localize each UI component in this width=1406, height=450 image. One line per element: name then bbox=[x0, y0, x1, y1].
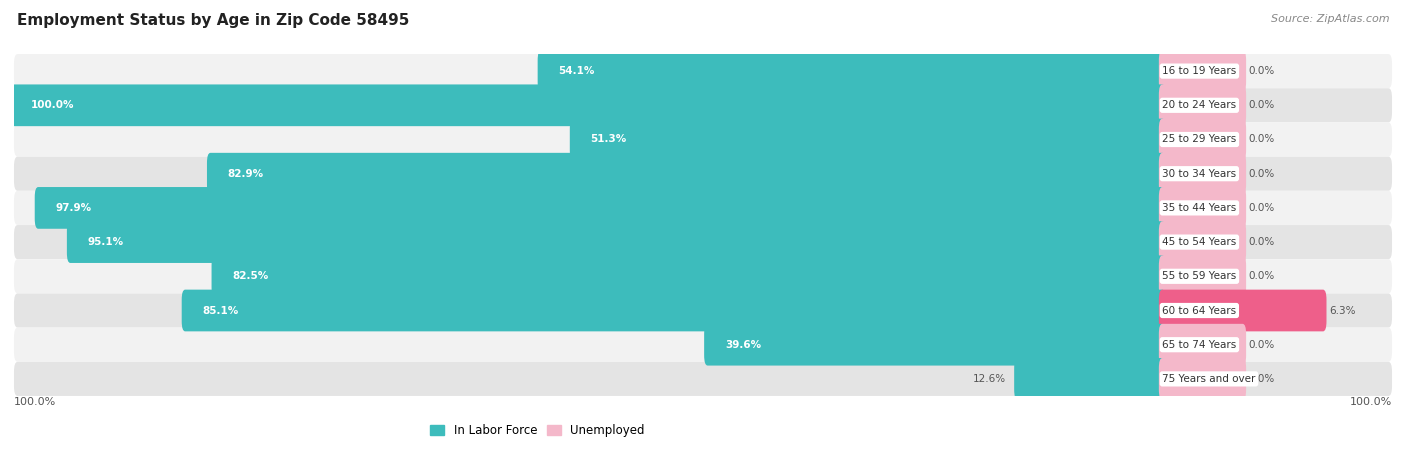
Text: 45 to 54 Years: 45 to 54 Years bbox=[1163, 237, 1236, 247]
Text: 0.0%: 0.0% bbox=[1249, 374, 1275, 384]
Text: 6.3%: 6.3% bbox=[1329, 306, 1355, 315]
FancyBboxPatch shape bbox=[14, 191, 1392, 225]
Text: 100.0%: 100.0% bbox=[14, 397, 56, 407]
FancyBboxPatch shape bbox=[14, 157, 1392, 191]
Text: 60 to 64 Years: 60 to 64 Years bbox=[1163, 306, 1236, 315]
FancyBboxPatch shape bbox=[14, 122, 1392, 157]
FancyBboxPatch shape bbox=[1014, 358, 1166, 400]
FancyBboxPatch shape bbox=[1159, 85, 1246, 126]
Text: 95.1%: 95.1% bbox=[87, 237, 124, 247]
Text: 75 Years and over: 75 Years and over bbox=[1163, 374, 1256, 384]
Text: 82.9%: 82.9% bbox=[228, 169, 264, 179]
FancyBboxPatch shape bbox=[14, 259, 1392, 293]
Text: 65 to 74 Years: 65 to 74 Years bbox=[1163, 340, 1236, 350]
Text: 20 to 24 Years: 20 to 24 Years bbox=[1163, 100, 1236, 110]
Text: Employment Status by Age in Zip Code 58495: Employment Status by Age in Zip Code 584… bbox=[17, 14, 409, 28]
Text: 100.0%: 100.0% bbox=[31, 100, 75, 110]
FancyBboxPatch shape bbox=[14, 225, 1392, 259]
Text: 82.5%: 82.5% bbox=[232, 271, 269, 281]
Text: 85.1%: 85.1% bbox=[202, 306, 239, 315]
FancyBboxPatch shape bbox=[1159, 153, 1246, 194]
Text: 55 to 59 Years: 55 to 59 Years bbox=[1163, 271, 1236, 281]
Text: 0.0%: 0.0% bbox=[1249, 237, 1275, 247]
Text: 0.0%: 0.0% bbox=[1249, 271, 1275, 281]
FancyBboxPatch shape bbox=[569, 119, 1166, 160]
FancyBboxPatch shape bbox=[704, 324, 1166, 365]
Text: 0.0%: 0.0% bbox=[1249, 135, 1275, 144]
FancyBboxPatch shape bbox=[1159, 119, 1246, 160]
FancyBboxPatch shape bbox=[35, 187, 1166, 229]
FancyBboxPatch shape bbox=[14, 293, 1392, 328]
Text: 16 to 19 Years: 16 to 19 Years bbox=[1163, 66, 1236, 76]
FancyBboxPatch shape bbox=[1159, 324, 1246, 365]
FancyBboxPatch shape bbox=[537, 50, 1166, 92]
Text: 0.0%: 0.0% bbox=[1249, 340, 1275, 350]
Text: 25 to 29 Years: 25 to 29 Years bbox=[1163, 135, 1236, 144]
FancyBboxPatch shape bbox=[11, 85, 1166, 126]
Text: 97.9%: 97.9% bbox=[55, 203, 91, 213]
Text: 0.0%: 0.0% bbox=[1249, 66, 1275, 76]
FancyBboxPatch shape bbox=[207, 153, 1166, 194]
FancyBboxPatch shape bbox=[1159, 221, 1246, 263]
FancyBboxPatch shape bbox=[14, 88, 1392, 122]
FancyBboxPatch shape bbox=[67, 221, 1166, 263]
FancyBboxPatch shape bbox=[1159, 50, 1246, 92]
Text: 0.0%: 0.0% bbox=[1249, 100, 1275, 110]
Text: 51.3%: 51.3% bbox=[591, 135, 627, 144]
FancyBboxPatch shape bbox=[14, 54, 1392, 88]
Text: 54.1%: 54.1% bbox=[558, 66, 595, 76]
FancyBboxPatch shape bbox=[181, 290, 1166, 331]
Text: 30 to 34 Years: 30 to 34 Years bbox=[1163, 169, 1236, 179]
FancyBboxPatch shape bbox=[1159, 290, 1326, 331]
Text: Source: ZipAtlas.com: Source: ZipAtlas.com bbox=[1271, 14, 1389, 23]
Text: 0.0%: 0.0% bbox=[1249, 203, 1275, 213]
Text: 39.6%: 39.6% bbox=[725, 340, 761, 350]
FancyBboxPatch shape bbox=[1159, 256, 1246, 297]
FancyBboxPatch shape bbox=[14, 328, 1392, 362]
Text: 12.6%: 12.6% bbox=[973, 374, 1007, 384]
Text: 35 to 44 Years: 35 to 44 Years bbox=[1163, 203, 1236, 213]
FancyBboxPatch shape bbox=[14, 362, 1392, 396]
FancyBboxPatch shape bbox=[1159, 358, 1246, 400]
FancyBboxPatch shape bbox=[1159, 187, 1246, 229]
Text: 0.0%: 0.0% bbox=[1249, 169, 1275, 179]
Text: 100.0%: 100.0% bbox=[1350, 397, 1392, 407]
FancyBboxPatch shape bbox=[211, 256, 1166, 297]
Legend: In Labor Force, Unemployed: In Labor Force, Unemployed bbox=[426, 419, 650, 441]
